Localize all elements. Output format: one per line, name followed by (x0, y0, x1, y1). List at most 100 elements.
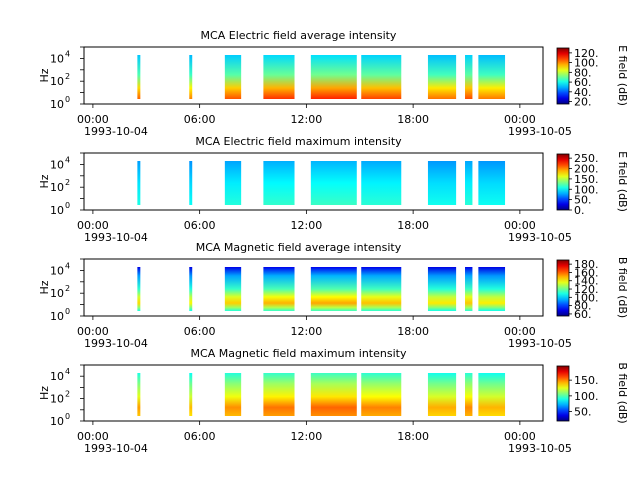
colorbar-tick-label: 0. (574, 204, 585, 217)
data-segment (478, 55, 506, 99)
x-tick-label: 06:00 (184, 219, 216, 232)
data-segment (137, 267, 141, 311)
colorbar-tick-label: 80. (574, 300, 592, 313)
data-segment (263, 267, 295, 311)
data-segment (310, 373, 357, 416)
data-segment (224, 161, 242, 205)
y-tick-exponent: 4 (65, 367, 70, 376)
x-tick-label: 00:00 (77, 113, 109, 126)
y-tick-label: 10 (50, 370, 64, 383)
colorbar-tick-label: 180. (574, 258, 599, 271)
colorbar-tick-label: 120. (574, 47, 599, 60)
data-segment (263, 55, 295, 99)
spectrogram-panel: MCA Electric field average intensity Hz 10… (38, 29, 629, 138)
colorbar-tick-label: 250. (574, 152, 599, 165)
data-segment (310, 267, 357, 311)
colorbar-tick-label: 20. (574, 96, 592, 109)
x-tick-label: 00:00 (504, 325, 536, 338)
x-tick-label: 06:00 (184, 113, 216, 126)
data-segment (361, 373, 402, 416)
chart-title: MCA Magnetic field maximum intensity (191, 347, 407, 360)
x-tick-label: 18:00 (397, 113, 429, 126)
y-tick-exponent: 2 (65, 72, 70, 81)
x-tick-label: 00:00 (77, 430, 109, 443)
y-tick-label: 10 (50, 52, 64, 65)
y-axis-label: Hz (38, 386, 51, 400)
data-segment (465, 267, 473, 311)
spectrogram-panel: MCA Magnetic field maximum intensity Hz 10… (38, 347, 629, 455)
data-segment (478, 161, 506, 205)
data-segment (224, 267, 242, 311)
y-tick-exponent: 0 (65, 201, 70, 210)
colorbar (556, 47, 570, 105)
x-start-date: 1993-10-04 (84, 337, 148, 350)
x-tick-label: 18:00 (397, 219, 429, 232)
plot-frame (83, 46, 544, 105)
data-segment (189, 161, 193, 205)
x-end-date: 1993-10-05 (508, 231, 572, 244)
chart-title: MCA Electric field average intensity (201, 29, 397, 42)
colorbar-tick-label: 100. (574, 291, 599, 304)
y-tick-exponent: 4 (65, 49, 70, 58)
y-axis-label: Hz (38, 280, 51, 294)
y-tick-label: 10 (50, 181, 64, 194)
x-start-date: 1993-10-04 (84, 125, 148, 138)
data-segment (478, 373, 506, 416)
colorbar-tick-label: 100. (574, 183, 599, 196)
colorbar-tick-label: 50. (574, 194, 592, 207)
x-end-date: 1993-10-05 (508, 442, 572, 455)
y-tick-label: 10 (50, 287, 64, 300)
x-tick-label: 12:00 (291, 219, 323, 232)
colorbar (556, 153, 570, 211)
y-tick-exponent: 0 (65, 412, 70, 421)
data-segment (465, 161, 473, 205)
y-tick-exponent: 2 (65, 284, 70, 293)
data-segment (189, 267, 193, 311)
colorbar-label: E field (dB) (616, 45, 629, 106)
x-tick-label: 18:00 (397, 325, 429, 338)
chart-title: MCA Electric field maximum intensity (195, 135, 402, 148)
data-segment (310, 161, 357, 205)
y-tick-label: 10 (50, 264, 64, 277)
data-segment (224, 373, 242, 416)
data-segment (137, 55, 141, 99)
data-segment (224, 55, 242, 99)
y-tick-exponent: 0 (65, 307, 70, 316)
data-segment (263, 161, 295, 205)
colorbar-tick-label: 60. (574, 308, 592, 321)
spectrogram-panel: MCA Magnetic field average intensityHz10… (38, 241, 629, 350)
colorbar-label: B field (dB) (616, 362, 629, 423)
x-tick-label: 18:00 (397, 430, 429, 443)
colorbar-tick-label: 100. (574, 390, 599, 403)
colorbar-tick-label: 160. (574, 266, 599, 279)
x-end-date: 1993-10-05 (508, 125, 572, 138)
y-tick-exponent: 2 (65, 178, 70, 187)
x-tick-label: 00:00 (504, 430, 536, 443)
data-segment (427, 267, 457, 311)
colorbar-tick-label: 80. (574, 66, 592, 79)
colorbar-tick-label: 100. (574, 57, 599, 70)
y-tick-exponent: 4 (65, 155, 70, 164)
data-segment (361, 267, 402, 311)
data-segment (427, 373, 457, 416)
y-axis-label: Hz (38, 174, 51, 188)
colorbar (556, 259, 570, 317)
plot-frame (83, 152, 544, 211)
y-axis-label: Hz (38, 68, 51, 82)
x-tick-label: 00:00 (504, 113, 536, 126)
data-segment (137, 373, 141, 416)
colorbar-tick-label: 200. (574, 163, 599, 176)
chart-title: MCA Magnetic field average intensity (196, 241, 402, 254)
data-segment (361, 55, 402, 99)
data-segment (189, 373, 193, 416)
y-tick-label: 10 (50, 310, 64, 323)
x-tick-label: 12:00 (291, 113, 323, 126)
data-segment (465, 55, 473, 99)
colorbar-label: E field (dB) (616, 151, 629, 212)
x-start-date: 1993-10-04 (84, 231, 148, 244)
colorbar-tick-label: 120. (574, 283, 599, 296)
colorbar-tick-label: 150. (574, 374, 599, 387)
data-segment (465, 373, 473, 416)
y-tick-label: 10 (50, 204, 64, 217)
data-segment (361, 161, 402, 205)
